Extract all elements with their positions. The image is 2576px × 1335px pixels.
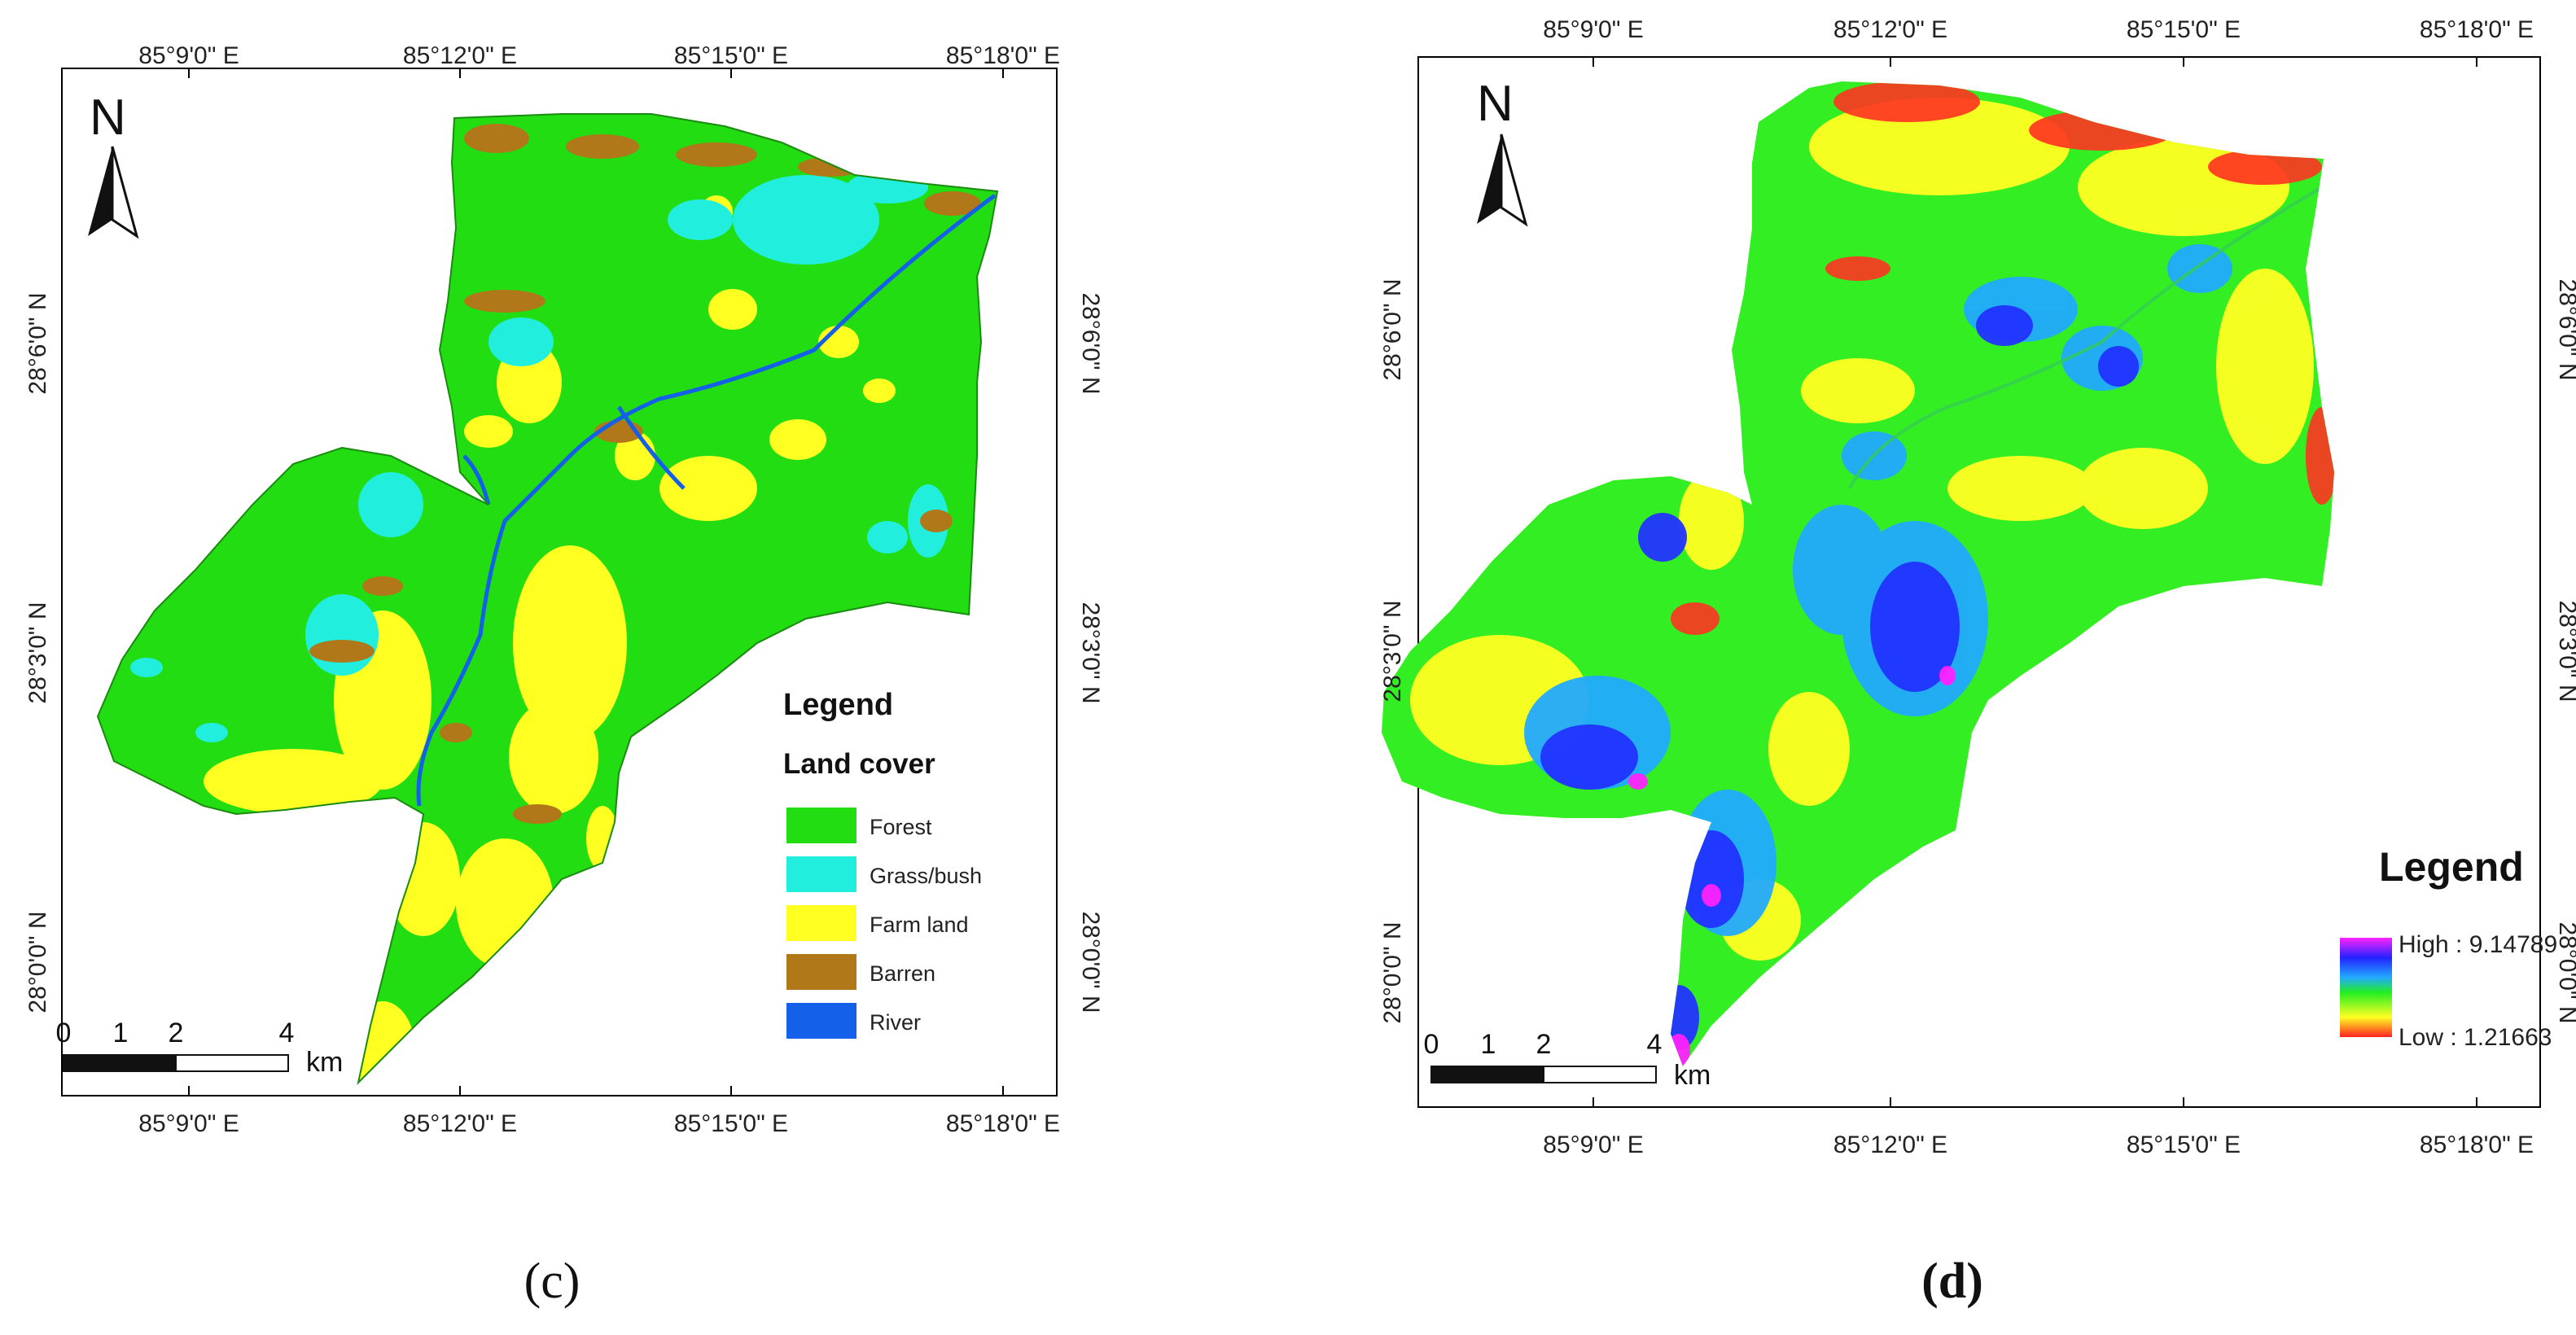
right-tick-label: 28°6'0" N [2554, 278, 2576, 380]
legend-gradient-ramp [2340, 938, 2392, 1037]
panel-caption-d: (d) [1921, 1254, 1983, 1309]
right-tick-label: 28°0'0" N [2554, 921, 2576, 1023]
bottom-axis-d: 85°9'0" E 85°12'0" E 85°15'0" E 85°18'0"… [1543, 1097, 2534, 1158]
north-arrow-d: N [1477, 76, 1528, 227]
left-axis-d: 28°6'0" N 28°3'0" N 28°0'0" N [1379, 278, 1406, 1023]
legend-low-label: Low : 1.21663 [2399, 1024, 2552, 1051]
scale-tick: 0 [56, 1018, 72, 1048]
scale-tick: 4 [279, 1018, 295, 1048]
low-zones [1671, 81, 2334, 635]
left-tick-label: 28°6'0" N [1379, 278, 1406, 380]
legend-swatch-barren [786, 954, 856, 990]
legend-title: Legend [2379, 844, 2524, 890]
legend-title: Legend [783, 688, 893, 722]
left-tick-label: 28°6'0" N [24, 292, 51, 394]
scale-tick: 2 [1536, 1029, 1552, 1060]
legend-label: River [870, 1010, 921, 1035]
legend-label: Forest [870, 815, 932, 839]
legend-swatch-river [786, 1003, 856, 1039]
legend-swatch-farm [786, 905, 856, 941]
river-lines [416, 193, 997, 807]
watershed-boundary [96, 113, 999, 1086]
legend-label: Farm land [870, 913, 969, 937]
bottom-tick-label: 85°15'0" E [2127, 1131, 2241, 1158]
top-tick-label: 85°18'0" E [946, 42, 1060, 69]
barren-patches [309, 124, 981, 824]
legend-d: Legend High : 9.14789 Low : 1.21663 [2340, 844, 2557, 1051]
bottom-tick-label: 85°18'0" E [946, 1110, 1060, 1137]
right-tick-label: 28°0'0" N [1077, 911, 1104, 1013]
panel-caption-c: (c) [524, 1254, 580, 1309]
land-cover-svg: N 85°9'0" E 85°12'0" E 85°15'0" E 85°18'… [24, 42, 1104, 1309]
left-axis-c: 28°6'0" N 28°3'0" N 28°0'0" N [24, 292, 51, 1013]
right-axis-d: 28°6'0" N 28°3'0" N 28°0'0" N [2554, 278, 2576, 1023]
scale-tick: 2 [169, 1018, 184, 1048]
legend-subtitle: Land cover [783, 748, 935, 780]
right-tick-label: 28°6'0" N [1077, 292, 1104, 394]
heat-map-svg: N 85°9'0" E 85°12'0" E 85°15'0" E 85°18'… [1379, 16, 2576, 1309]
scale-bar-d: 0 1 2 4 km [1424, 1029, 1711, 1091]
top-tick-label: 85°15'0" E [2127, 16, 2241, 43]
top-tick-label: 85°12'0" E [1833, 16, 1947, 43]
right-tick-label: 28°3'0" N [2554, 600, 2576, 702]
north-label: N [1477, 76, 1514, 132]
panel-c-land-cover-map: N 85°9'0" E 85°12'0" E 85°15'0" E 85°18'… [24, 42, 1104, 1309]
legend-high-label: High : 9.14789 [2399, 931, 2557, 958]
top-tick-label: 85°9'0" E [1543, 16, 1643, 43]
legend-label: Barren [870, 961, 935, 986]
bottom-tick-label: 85°15'0" E [674, 1110, 788, 1137]
north-arrow-icon [88, 147, 112, 236]
scale-bar-c: 0 1 2 4 km [56, 1018, 344, 1078]
bottom-tick-label: 85°9'0" E [138, 1110, 239, 1137]
scale-tick: 1 [113, 1018, 129, 1048]
left-tick-label: 28°0'0" N [1379, 921, 1406, 1023]
top-tick-label: 85°15'0" E [674, 42, 788, 69]
top-tick-label: 85°12'0" E [403, 42, 517, 69]
legend-item-barren: Barren [786, 954, 935, 990]
legend-label: Grass/bush [870, 864, 982, 888]
legend-item-river: River [786, 1003, 921, 1039]
scale-unit: km [1674, 1060, 1711, 1091]
top-tick-label: 85°18'0" E [2420, 16, 2534, 43]
left-tick-label: 28°3'0" N [24, 602, 51, 703]
top-axis-d: 85°9'0" E 85°12'0" E 85°15'0" E 85°18'0"… [1543, 16, 2534, 67]
top-tick-label: 85°9'0" E [138, 42, 239, 69]
bottom-axis-c: 85°9'0" E 85°12'0" E 85°15'0" E 85°18'0"… [138, 1086, 1060, 1137]
legend-swatch-grass [786, 856, 856, 892]
bottom-tick-label: 85°18'0" E [2420, 1131, 2534, 1158]
right-tick-label: 28°3'0" N [1077, 602, 1104, 703]
legend-c: Legend Land cover Forest Grass/bush Farm… [783, 688, 982, 1039]
north-arrow-icon [1477, 134, 1501, 224]
legend-swatch-forest [786, 808, 856, 843]
scale-unit: km [306, 1047, 343, 1078]
bottom-tick-label: 85°12'0" E [403, 1110, 517, 1137]
scale-tick: 0 [1424, 1029, 1439, 1060]
left-tick-label: 28°3'0" N [1379, 600, 1406, 702]
legend-item-forest: Forest [786, 808, 932, 843]
legend-item-grass-bush: Grass/bush [786, 856, 982, 892]
left-tick-label: 28°0'0" N [24, 911, 51, 1013]
panel-d-heat-map: N 85°9'0" E 85°12'0" E 85°15'0" E 85°18'… [1288, 0, 2576, 1335]
top-axis-c: 85°9'0" E 85°12'0" E 85°15'0" E 85°18'0"… [138, 42, 1060, 78]
north-label: N [90, 90, 126, 146]
legend-item-farm-land: Farm land [786, 905, 969, 941]
bottom-tick-label: 85°12'0" E [1833, 1131, 1947, 1158]
north-arrow-c: N [88, 90, 139, 239]
moderate-zones [1410, 98, 2314, 961]
right-axis-c: 28°6'0" N 28°3'0" N 28°0'0" N [1077, 292, 1104, 1013]
scale-tick: 1 [1481, 1029, 1496, 1060]
bottom-tick-label: 85°9'0" E [1543, 1131, 1643, 1158]
scale-tick: 4 [1647, 1029, 1663, 1060]
